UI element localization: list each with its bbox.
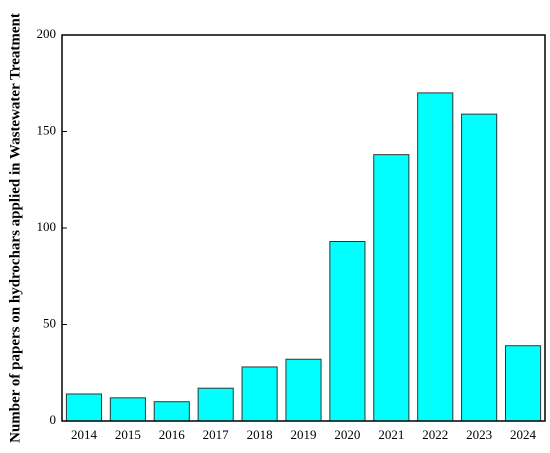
x-tick-label: 2019 (291, 427, 317, 442)
x-tick-label: 2017 (203, 427, 230, 442)
bar (329, 241, 366, 422)
x-tick-label: 2024 (510, 427, 537, 442)
bar (504, 345, 542, 422)
y-tick-label: 200 (37, 26, 57, 41)
y-axis-label: Number of papers on hydrochars applied i… (7, 13, 23, 443)
bar (417, 92, 454, 422)
bar (373, 154, 410, 422)
bar (285, 358, 322, 422)
bar (65, 393, 103, 422)
x-tick-label: 2020 (334, 427, 360, 442)
y-tick-label: 100 (37, 219, 57, 234)
x-tick-label: 2014 (71, 427, 98, 442)
y-tick-label: 150 (37, 122, 57, 137)
y-tick-label: 0 (50, 412, 57, 427)
bar (241, 366, 278, 422)
x-tick-label: 2021 (378, 427, 404, 442)
x-tick-label: 2015 (115, 427, 141, 442)
x-tick-label: 2023 (466, 427, 492, 442)
bar (461, 113, 498, 422)
bar (197, 387, 234, 422)
x-tick-label: 2016 (159, 427, 186, 442)
bar (109, 397, 146, 422)
y-tick-label: 50 (43, 315, 56, 330)
x-tick-label: 2018 (247, 427, 273, 442)
x-tick-label: 2022 (422, 427, 448, 442)
plot-frame (61, 34, 546, 422)
bar (153, 401, 190, 422)
